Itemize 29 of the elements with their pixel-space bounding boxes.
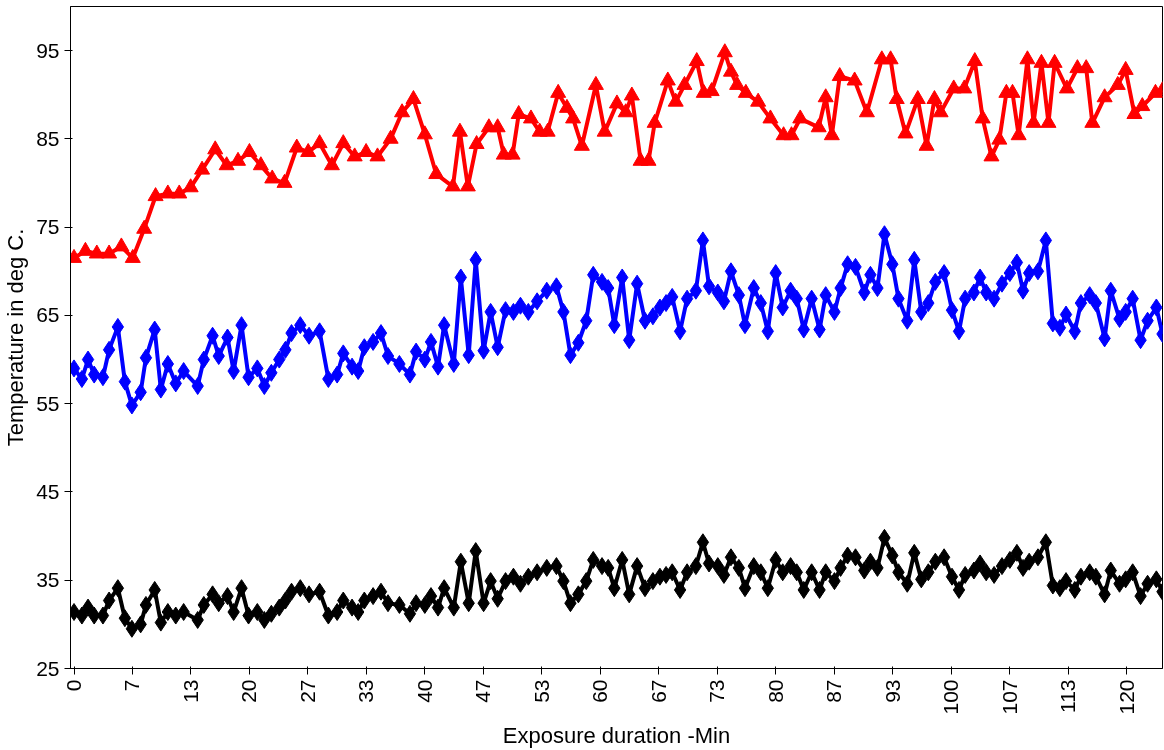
- x-tick-label: 20: [237, 679, 261, 703]
- y-tick-label: 45: [36, 479, 60, 503]
- x-tick-label: 113: [1056, 679, 1080, 713]
- y-tick-label: 55: [36, 391, 60, 415]
- y-tick-label: 25: [36, 656, 60, 680]
- x-tick-label: 47: [471, 679, 495, 703]
- y-tick-label: 75: [36, 215, 60, 239]
- x-axis-title: Exposure duration -Min: [502, 722, 731, 748]
- x-tick-label: 0: [62, 679, 86, 692]
- x-tick-label: 40: [412, 679, 436, 703]
- x-tick-label: 120: [1114, 679, 1138, 715]
- x-tick-label: 7: [120, 679, 144, 692]
- x-tick-label: 60: [588, 679, 612, 703]
- x-tick-label: 107: [997, 679, 1021, 715]
- x-tick-label: 80: [763, 679, 787, 703]
- y-tick-label: 95: [36, 38, 60, 62]
- x-tick-label: 33: [354, 679, 378, 703]
- y-tick-label: 85: [36, 126, 60, 150]
- y-tick-label: 35: [36, 568, 60, 592]
- x-tick-label: 27: [295, 679, 319, 703]
- x-tick-label: 67: [646, 679, 670, 703]
- y-tick-label: 65: [36, 303, 60, 327]
- y-axis-title: Temperature in deg C.: [3, 228, 29, 447]
- x-tick-label: 100: [939, 679, 963, 715]
- x-tick-label: 73: [705, 679, 729, 703]
- x-tick-label: 87: [822, 679, 846, 703]
- x-tick-label: 13: [178, 679, 202, 703]
- x-tick-label: 93: [880, 679, 904, 703]
- x-tick-label: 53: [529, 679, 553, 703]
